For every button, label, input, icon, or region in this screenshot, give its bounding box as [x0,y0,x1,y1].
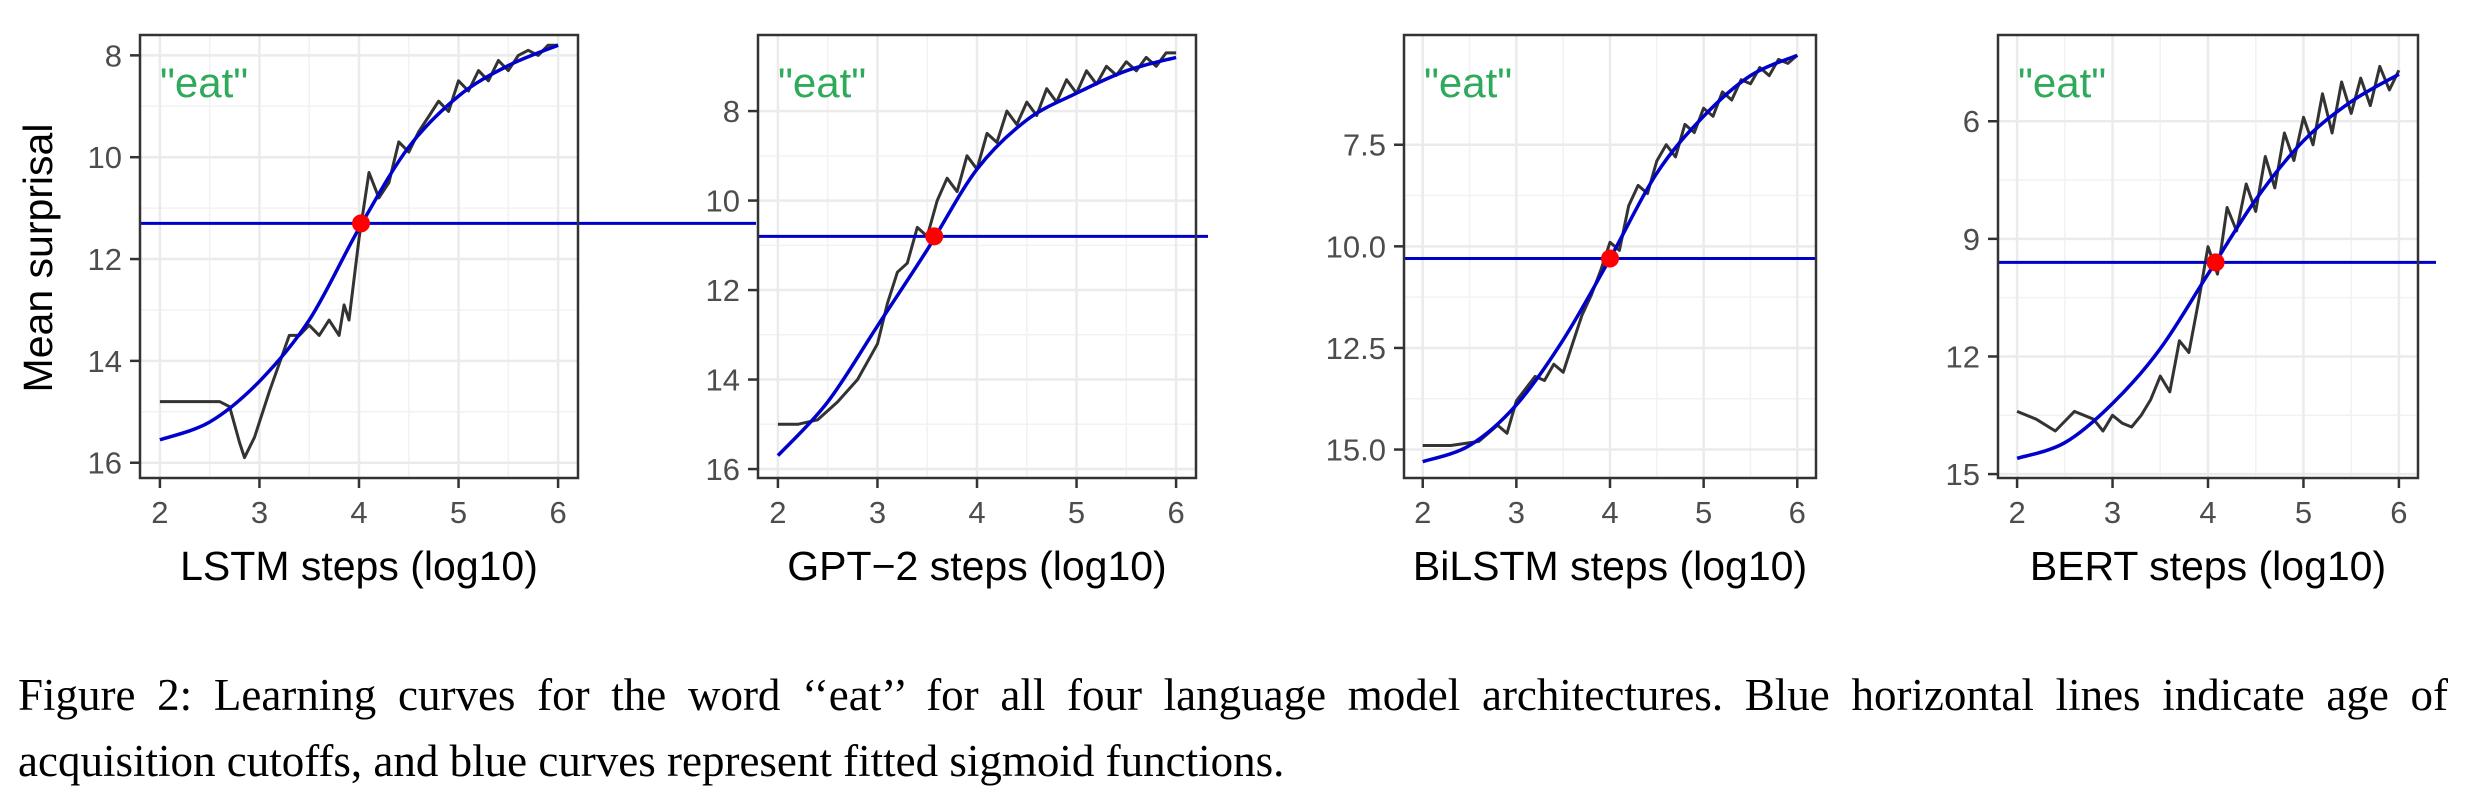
x-tick-label: 6 [2390,495,2407,530]
x-axis-label: LSTM steps (log10) [180,543,538,589]
aoa-point [925,227,944,246]
x-tick-label: 5 [1695,495,1712,530]
x-tick-label: 4 [2199,495,2216,530]
x-axis-label: GPT−2 steps (log10) [787,543,1166,589]
x-tick-label: 3 [251,495,268,530]
observed-curve [2016,64,2401,433]
y-tick-label: 12.5 [1326,331,1386,366]
x-tick-label: 6 [1789,495,1806,530]
y-tick-label: 8 [105,38,122,73]
word-annotation: "eat" [1424,59,1512,106]
y-tick-label: 12 [1946,339,1980,374]
sigmoid-fit-curve [776,55,1177,457]
x-axis-label: BERT steps (log10) [2030,543,2386,589]
x-tick-label: 4 [1601,495,1618,530]
y-tick-label: 15.0 [1326,433,1386,468]
y-tick-label: 16 [706,452,740,487]
aoa-point [1601,249,1619,268]
x-tick-label: 5 [1068,495,1085,530]
chart-panel-bilstm: "eat" 2 3 4 5 6 7.5 10.0 12.5 15.0 BiLSTM steps (l… [1326,33,1818,589]
figure-caption: Figure 2: Learning curves for the word ‘… [18,670,2448,786]
y-axis-label: Mean surprisal [15,124,61,393]
x-tick-label: 3 [2104,495,2121,530]
figure: Mean surprisal "eat" 2 3 4 5 6 8 10 12 14 16 LSTM s… [15,33,2436,589]
chart-panel-gpt2: "eat" 2 3 4 5 6 8 10 12 14 16 GPT−2 steps (log10) [706,33,1208,589]
x-tick-label: 2 [1414,495,1431,530]
y-tick-label: 10.0 [1326,229,1386,264]
x-tick-label: 5 [450,495,467,530]
aoa-point [2206,253,2225,272]
observed-curve [159,43,559,460]
y-tick-label: 16 [88,446,122,481]
sigmoid-fit-curve [2016,72,2400,461]
word-annotation: "eat" [2018,59,2106,106]
y-tick-label: 14 [706,363,740,398]
plot-area [2016,64,2401,461]
y-tick-label: 12 [706,273,740,308]
aoa-point [351,214,370,233]
x-tick-label: 4 [350,495,367,530]
x-tick-label: 6 [549,495,566,530]
x-tick-label: 2 [2008,495,2025,530]
y-tick-label: 10 [88,140,122,175]
x-tick-label: 5 [2295,495,2312,530]
plot-area [776,51,1177,457]
x-tick-label: 2 [151,495,168,530]
y-tick-label: 14 [88,344,122,379]
word-annotation: "eat" [160,59,248,106]
chart-panel-bert: "eat" 2 3 4 5 6 6 9 12 15 BERT steps (log10) [1946,33,2436,589]
y-tick-label: 12 [88,242,122,277]
x-tick-label: 4 [968,495,985,530]
x-tick-label: 6 [1167,495,1184,530]
x-tick-label: 2 [769,495,786,530]
y-tick-label: 7.5 [1343,128,1386,163]
x-axis-label: BiLSTM steps (log10) [1413,543,1807,589]
y-tick-label: 8 [723,94,740,129]
y-tick-label: 15 [1946,457,1980,492]
chart-panel-lstm: "eat" 2 3 4 5 6 8 10 12 14 16 LSTM steps (log10) [88,33,756,589]
x-tick-label: 3 [869,495,886,530]
y-tick-label: 6 [1963,104,1980,139]
y-tick-label: 9 [1963,222,1980,257]
x-tick-label: 3 [1508,495,1525,530]
word-annotation: "eat" [778,59,866,106]
y-tick-label: 10 [706,184,740,219]
